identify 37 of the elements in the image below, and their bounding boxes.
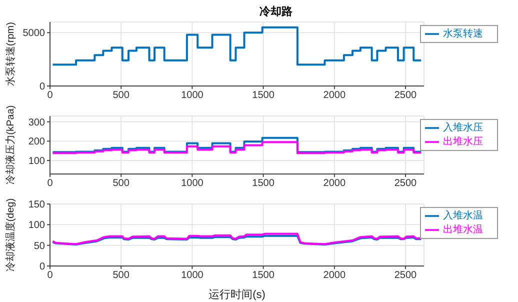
- x-tick-label: 1500: [252, 90, 275, 102]
- y-tick-label: 150: [28, 200, 46, 211]
- x-tick-label: 2000: [323, 270, 346, 282]
- y-tick-label: 200: [28, 136, 46, 148]
- x-tick-label: 1000: [181, 270, 204, 282]
- y-axis-title: 冷却液压力(kPaa): [4, 105, 17, 185]
- x-tick-label: 1000: [181, 178, 204, 190]
- legend-label: 入堆水压: [443, 122, 483, 134]
- x-tick-label: 0: [47, 270, 54, 282]
- x-tick-label: 500: [112, 90, 130, 102]
- y-tick-label: 100: [28, 156, 46, 168]
- y-tick-label: 50: [34, 240, 46, 252]
- y-axis-title: 水泵转速(rpm): [4, 22, 17, 86]
- legend-label: 入堆水温: [443, 210, 483, 222]
- y-tick-label: 0: [39, 82, 46, 93]
- legend-label: 出堆水温: [443, 224, 483, 236]
- chart-title: 冷却路: [258, 4, 294, 19]
- y-tick-label: 5000: [22, 28, 46, 40]
- x-tick-label: 1000: [181, 90, 204, 102]
- legend-label: 水泵转速: [443, 28, 483, 40]
- y-tick-label: 100: [28, 220, 46, 232]
- x-tick-label: 2500: [394, 270, 418, 282]
- y-tick-label: 300: [28, 117, 46, 128]
- x-tick-label: 1500: [252, 178, 275, 190]
- x-tick-label: 0: [47, 178, 54, 190]
- y-axis-title: 冷却液温度(deg): [4, 198, 17, 272]
- x-tick-label: 1500: [252, 270, 275, 282]
- x-tick-label: 2000: [323, 90, 346, 102]
- x-axis-title: 运行时间(s): [208, 288, 266, 301]
- x-tick-label: 2500: [394, 90, 418, 102]
- x-tick-label: 0: [47, 90, 54, 102]
- x-tick-label: 2500: [394, 178, 418, 190]
- legend-label: 出堆水压: [443, 136, 483, 148]
- y-tick-label: 0: [39, 262, 46, 273]
- x-tick-label: 2000: [323, 178, 346, 190]
- x-tick-label: 500: [112, 270, 130, 282]
- x-tick-label: 500: [112, 178, 130, 190]
